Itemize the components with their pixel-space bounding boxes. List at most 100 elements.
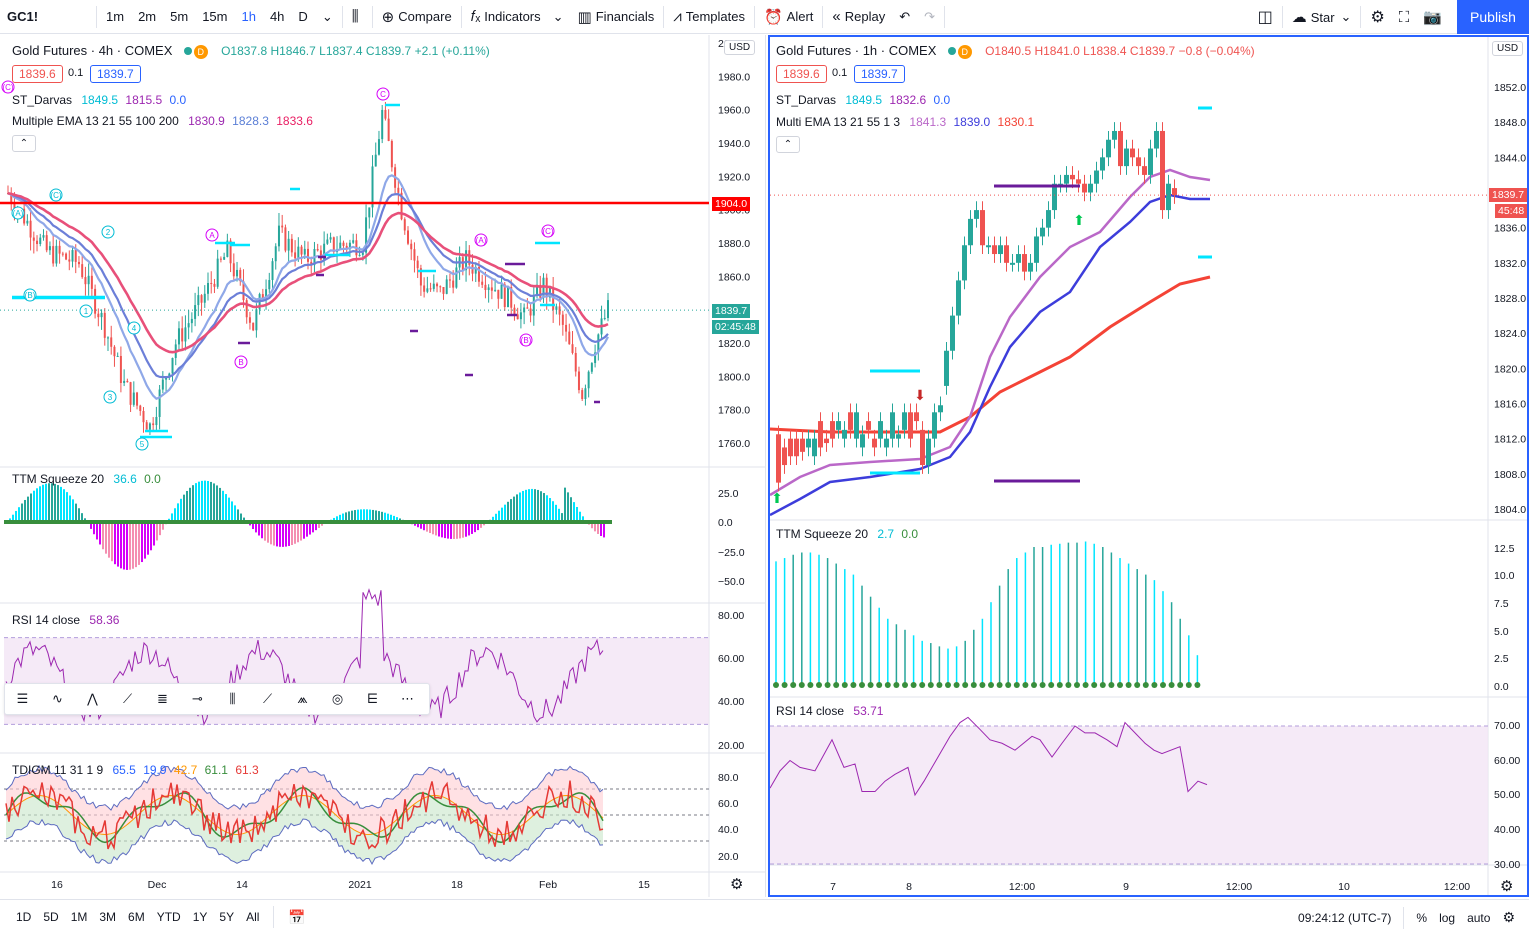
- bottom-settings-gear-icon[interactable]: ⚙: [1502, 909, 1515, 925]
- parallel-channel-tool-icon[interactable]: ⋿: [366, 691, 379, 706]
- financials-button[interactable]: ▥ Financials: [577, 8, 655, 26]
- right-chart-pane[interactable]: 1852.01848.01844.01840.01836.01832.01828…: [768, 35, 1529, 897]
- right-sell-arrow-icon: ⬇: [914, 387, 926, 403]
- compare-button[interactable]: ⊕ Compare: [381, 8, 452, 26]
- undo-icon[interactable]: ↶: [899, 8, 911, 24]
- left-candle-body: [116, 355, 119, 357]
- settings-gear-icon[interactable]: ⚙: [1370, 9, 1385, 26]
- replay-icon: «: [832, 8, 841, 25]
- templates-button[interactable]: ⩘ Templates: [673, 8, 745, 25]
- left-chart-canvas[interactable]: 2000.01980.01960.01940.01920.01900.01880…: [0, 35, 766, 897]
- left-ttm-bar: [291, 522, 293, 545]
- left-legend-collapse-button[interactable]: ⌃: [12, 135, 36, 152]
- left-chart-settings-gear-icon[interactable]: ⚙: [730, 876, 744, 893]
- left-ttm-bar: [15, 510, 17, 522]
- interval-15m[interactable]: 15m: [202, 9, 228, 24]
- right-rsi-legend[interactable]: RSI 14 close 53.71: [776, 704, 884, 718]
- interval-1h[interactable]: 1h: [241, 9, 256, 24]
- left-ema-legend[interactable]: Multiple EMA 13 21 55 100 200 1830.9 182…: [12, 114, 313, 128]
- right-candle-body: [926, 438, 931, 466]
- symbol-search[interactable]: GC1!: [7, 9, 39, 24]
- left-ttm-bar: [393, 515, 395, 522]
- left-chart-pane[interactable]: 2000.01980.01960.01940.01920.01900.01880…: [0, 35, 766, 897]
- fib-retracement-tool-icon[interactable]: ⋯: [401, 691, 414, 706]
- horizontal-lines-tool-icon[interactable]: ☰: [16, 691, 29, 706]
- right-darvas-legend[interactable]: ST_Darvas 1849.5 1832.6 0.0: [776, 93, 951, 107]
- interval-1m[interactable]: 1m: [106, 9, 125, 24]
- fx-icon: 𝑓ₓ: [470, 8, 481, 25]
- range-YTD-button[interactable]: YTD: [156, 910, 181, 924]
- range-5D-button[interactable]: 5D: [43, 910, 59, 924]
- fib-spiral-tool-icon[interactable]: ◎: [331, 691, 344, 706]
- replay-button[interactable]: «Replay: [832, 8, 886, 25]
- percent-scale-toggle[interactable]: %: [1416, 910, 1428, 925]
- left-ttm-bar: [90, 522, 92, 529]
- clock-timezone[interactable]: 09:24:12 (UTC-7): [1298, 910, 1392, 925]
- left-bid-box[interactable]: 1839.6: [12, 65, 63, 83]
- left-candle-body: [148, 423, 151, 430]
- right-currency-label[interactable]: USD: [1492, 41, 1524, 56]
- right-ttm-squeeze-dot: [1134, 682, 1141, 688]
- camera-icon[interactable]: 📷: [1423, 9, 1442, 26]
- left-ttm-bar: [480, 522, 482, 528]
- layout-select-icon[interactable]: ◫: [1257, 9, 1273, 26]
- left-ttm-bar: [297, 522, 299, 543]
- left-darvas-legend[interactable]: ST_Darvas 1849.5 1815.5 0.0: [12, 93, 187, 107]
- xabcd-pattern-tool-icon[interactable]: ⩕: [297, 691, 308, 706]
- trend-line-tool-icon[interactable]: ⟋: [262, 691, 273, 706]
- left-ttm-legend[interactable]: TTM Squeeze 20 36.6 0.0: [12, 472, 161, 486]
- left-candle-body: [432, 283, 435, 289]
- range-3M-button[interactable]: 3M: [99, 910, 117, 924]
- left-rsi-legend[interactable]: RSI 14 close 58.36: [12, 613, 120, 627]
- range-6M-button[interactable]: 6M: [128, 910, 145, 924]
- interval-dropdown-chevron-icon[interactable]: ⌄: [321, 8, 333, 24]
- right-legend-collapse-button[interactable]: ⌃: [776, 136, 800, 153]
- left-ttm-bar: [300, 522, 302, 541]
- log-scale-toggle[interactable]: log: [1439, 910, 1456, 925]
- left-currency-label[interactable]: USD: [724, 40, 756, 55]
- right-candle-body: [1154, 130, 1159, 149]
- range-All-button[interactable]: All: [246, 910, 260, 924]
- right-candle-body: [944, 350, 949, 386]
- range-1D-button[interactable]: 1D: [16, 910, 32, 924]
- chart-type-candles-icon[interactable]: ⫼: [351, 8, 359, 25]
- right-chart-canvas[interactable]: 1852.01848.01844.01840.01836.01832.01828…: [770, 37, 1527, 895]
- right-bid-box[interactable]: 1839.6: [776, 65, 827, 83]
- range-1Y-button[interactable]: 1Y: [192, 910, 208, 924]
- elliott-wave-tool-icon[interactable]: ∿: [52, 691, 63, 706]
- left-ohlc: O1837.8 H1846.7 L1837.4 C1839.7: [221, 44, 412, 58]
- right-ema-legend[interactable]: Multi EMA 13 21 55 1 3 1841.3 1839.0 183…: [776, 115, 1035, 129]
- abc-pattern-tool-icon[interactable]: ⋀: [87, 691, 98, 706]
- left-tdigm-legend[interactable]: TDIGM 11 31 1 9 65.5 19.9 42.7 61.1 61.3: [12, 763, 259, 777]
- left-ttm-bar: [129, 522, 131, 570]
- publish-button[interactable]: Publish: [1457, 0, 1529, 34]
- left-candle-body: [136, 392, 139, 406]
- date-range-calendar-icon[interactable]: 📅: [288, 908, 306, 925]
- range-1M-button[interactable]: 1M: [70, 910, 88, 924]
- auto-scale-toggle[interactable]: auto: [1467, 910, 1491, 925]
- interval-D[interactable]: D: [298, 9, 308, 24]
- left-ask-box[interactable]: 1839.7: [90, 65, 141, 83]
- path-tool-icon[interactable]: ⟋: [122, 691, 133, 706]
- indicators-button[interactable]: 𝑓ₓ Indicators ⌄: [470, 8, 564, 25]
- alert-button[interactable]: ⏰ Alert: [763, 8, 814, 26]
- left-candle-body: [526, 307, 529, 309]
- redo-icon[interactable]: ↷: [924, 8, 936, 24]
- left-ttm-bar: [519, 492, 521, 522]
- right-ttm-squeeze-dot: [970, 682, 977, 688]
- horizontal-ray-tool-icon[interactable]: ⊸: [192, 691, 203, 706]
- text-lines-tool-icon[interactable]: ≣: [157, 691, 168, 706]
- right-chart-settings-gear-icon[interactable]: ⚙: [1500, 878, 1514, 895]
- range-5Y-button[interactable]: 5Y: [219, 910, 235, 924]
- left-ttm-axis-label: 25.0: [718, 488, 739, 500]
- right-ask-box[interactable]: 1839.7: [854, 65, 905, 83]
- interval-2m[interactable]: 2m: [138, 9, 157, 24]
- interval-5m[interactable]: 5m: [170, 9, 189, 24]
- vertical-lines-tool-icon[interactable]: ⫼: [229, 691, 236, 706]
- left-elliott-wave-marker: [103, 390, 117, 404]
- fullscreen-icon[interactable]: ⛶: [1398, 8, 1410, 26]
- layout-name-button[interactable]: ☁ Star ⌄: [1291, 9, 1352, 26]
- right-price-axis-label: 1808.0: [1494, 469, 1526, 481]
- interval-4h[interactable]: 4h: [269, 9, 285, 24]
- right-ttm-legend[interactable]: TTM Squeeze 20 2.7 0.0: [776, 527, 919, 541]
